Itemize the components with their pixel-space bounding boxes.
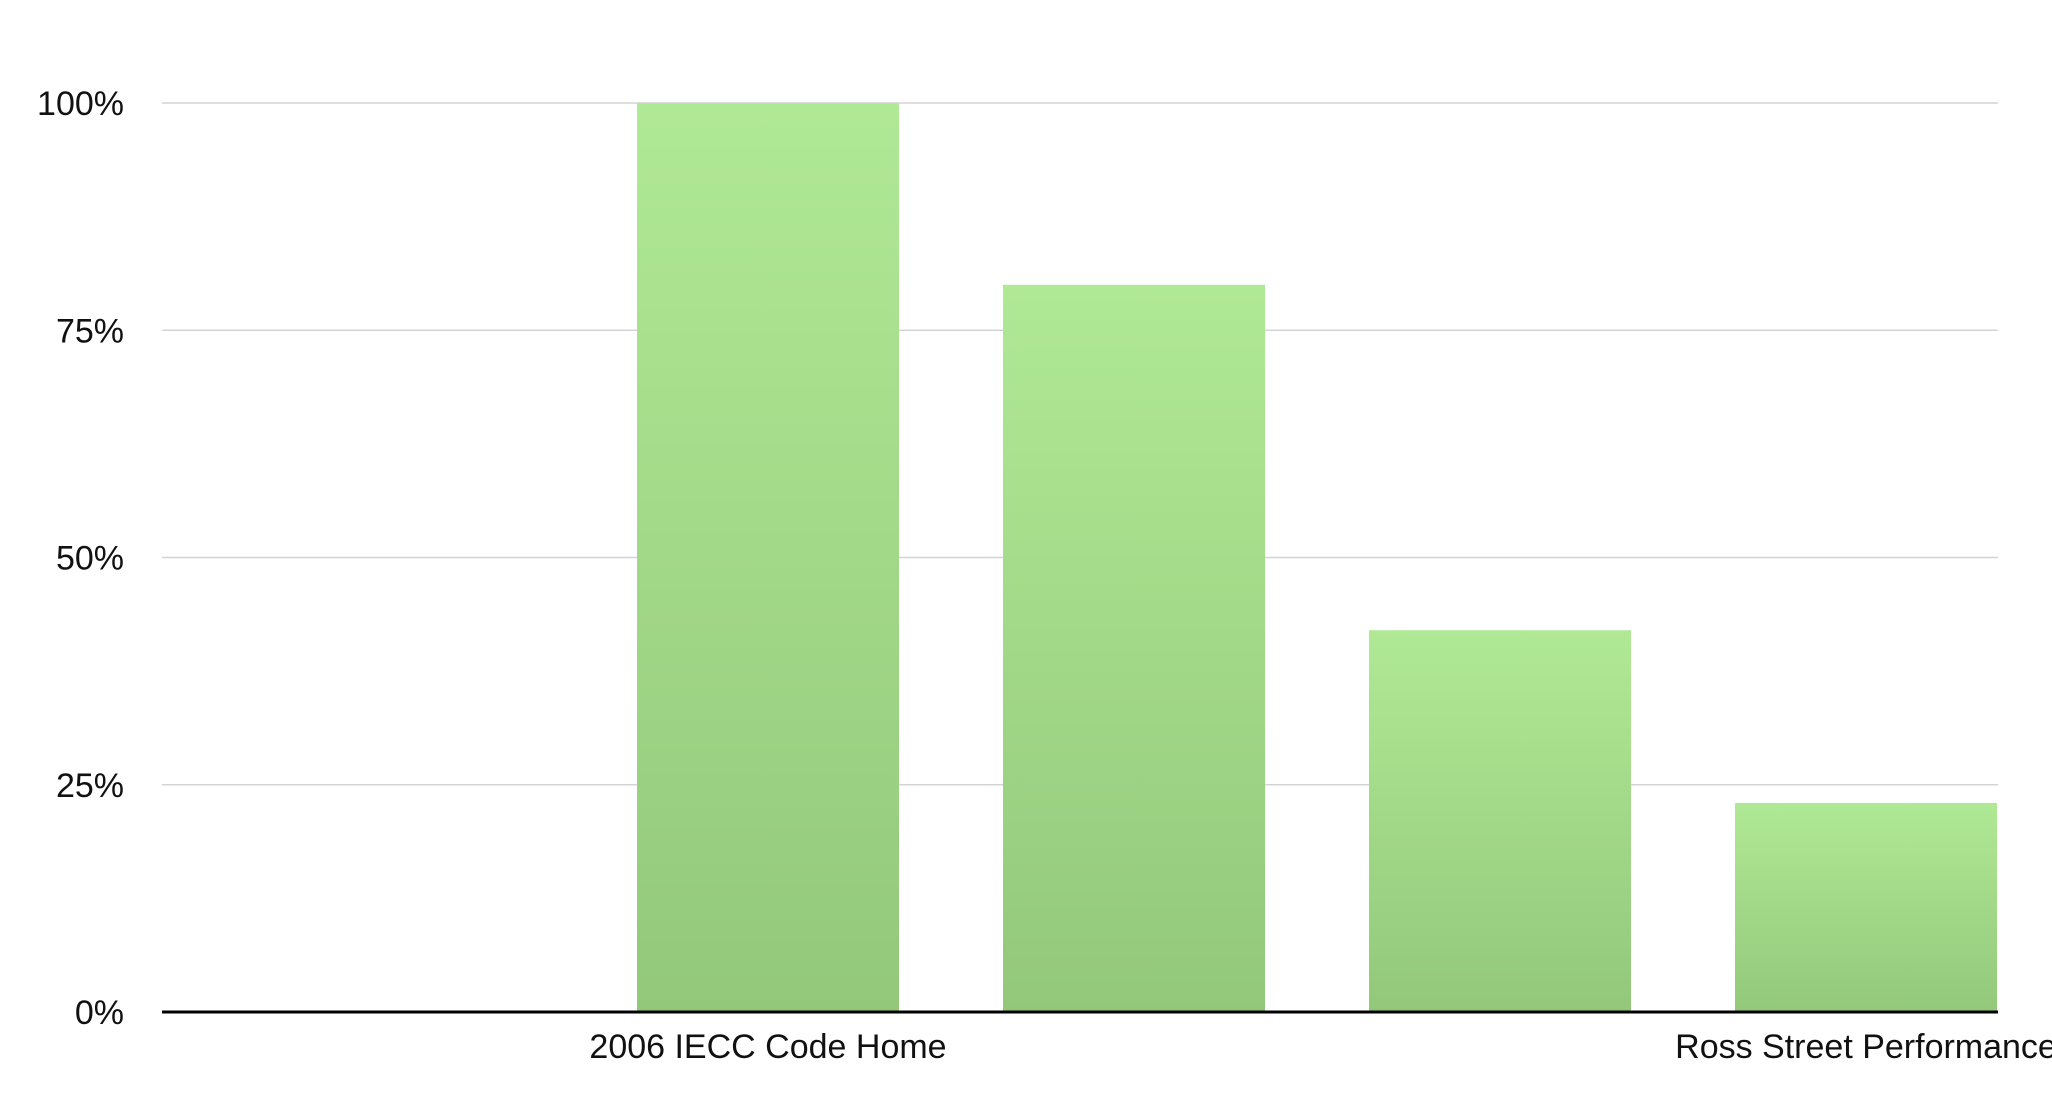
bar bbox=[637, 103, 899, 1012]
x-category-label: 2006 IECC Code Home bbox=[589, 1028, 946, 1066]
bar bbox=[1369, 630, 1631, 1012]
y-tick-labels: 0% 25% 50% 75% 100% bbox=[37, 85, 124, 1032]
y-tick-label: 25% bbox=[56, 767, 124, 805]
y-tick-label: 100% bbox=[37, 85, 124, 123]
y-tick-label: 0% bbox=[75, 994, 124, 1032]
y-tick-label: 75% bbox=[56, 312, 124, 350]
x-category-label: Ross Street Performance bbox=[1675, 1028, 2052, 1066]
x-category-labels: 2006 IECC Code Home Ross Street Performan… bbox=[589, 1028, 2052, 1066]
bars bbox=[637, 103, 1997, 1012]
bar bbox=[1003, 284, 1265, 1012]
bar bbox=[1735, 802, 1997, 1012]
y-tick-label: 50% bbox=[56, 540, 124, 578]
